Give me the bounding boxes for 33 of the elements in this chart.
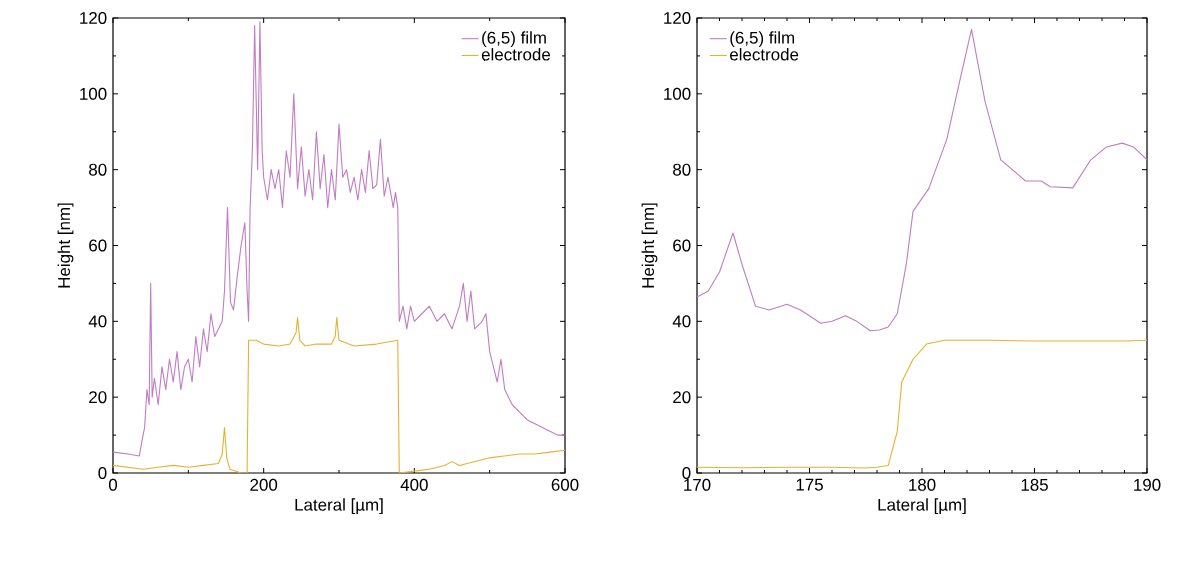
y-tick-label: 80 bbox=[89, 163, 107, 176]
legend-label: (6,5) film bbox=[730, 31, 795, 48]
x-tick-label: 175 bbox=[796, 478, 823, 491]
y-tick-label: 100 bbox=[664, 87, 691, 100]
y-tick-label: 40 bbox=[672, 315, 691, 328]
y-axis-title: Height [nm] bbox=[57, 203, 74, 288]
y-tick-label: 100 bbox=[80, 87, 107, 100]
y-tick-label: 0 bbox=[98, 467, 107, 479]
y-tick-label: 40 bbox=[88, 315, 107, 328]
y-tick-label: 60 bbox=[89, 239, 107, 252]
x-tick-label: 200 bbox=[250, 478, 278, 491]
x-axis-title: Lateral [µm] bbox=[878, 498, 966, 515]
y-tick-label: 120 bbox=[80, 12, 107, 24]
y-tick-label: 80 bbox=[673, 163, 691, 176]
x-tick-label: 185 bbox=[1021, 478, 1048, 491]
legend-label: (6,5) film bbox=[482, 31, 546, 48]
y-tick-label: 120 bbox=[664, 12, 691, 24]
y-tick-label: 0 bbox=[682, 467, 691, 479]
x-tick-label: 0 bbox=[108, 478, 118, 491]
x-tick-label: 190 bbox=[1134, 478, 1161, 491]
x-tick-label: 180 bbox=[909, 478, 936, 491]
y-axis-title: Height [nm] bbox=[641, 203, 658, 288]
y-tick-label: 20 bbox=[89, 391, 107, 404]
line-series bbox=[113, 21, 565, 457]
legend-label: electrode bbox=[730, 48, 799, 61]
x-tick-label: 600 bbox=[551, 478, 579, 491]
x-tick-label: 400 bbox=[400, 478, 428, 491]
legend-label: electrode bbox=[481, 48, 551, 61]
y-tick-label: 60 bbox=[673, 239, 691, 252]
x-tick-label: 170 bbox=[684, 478, 711, 491]
y-tick-label: 20 bbox=[673, 391, 691, 404]
x-axis-title: Lateral [µm] bbox=[295, 498, 383, 515]
line-series bbox=[697, 28, 1148, 332]
